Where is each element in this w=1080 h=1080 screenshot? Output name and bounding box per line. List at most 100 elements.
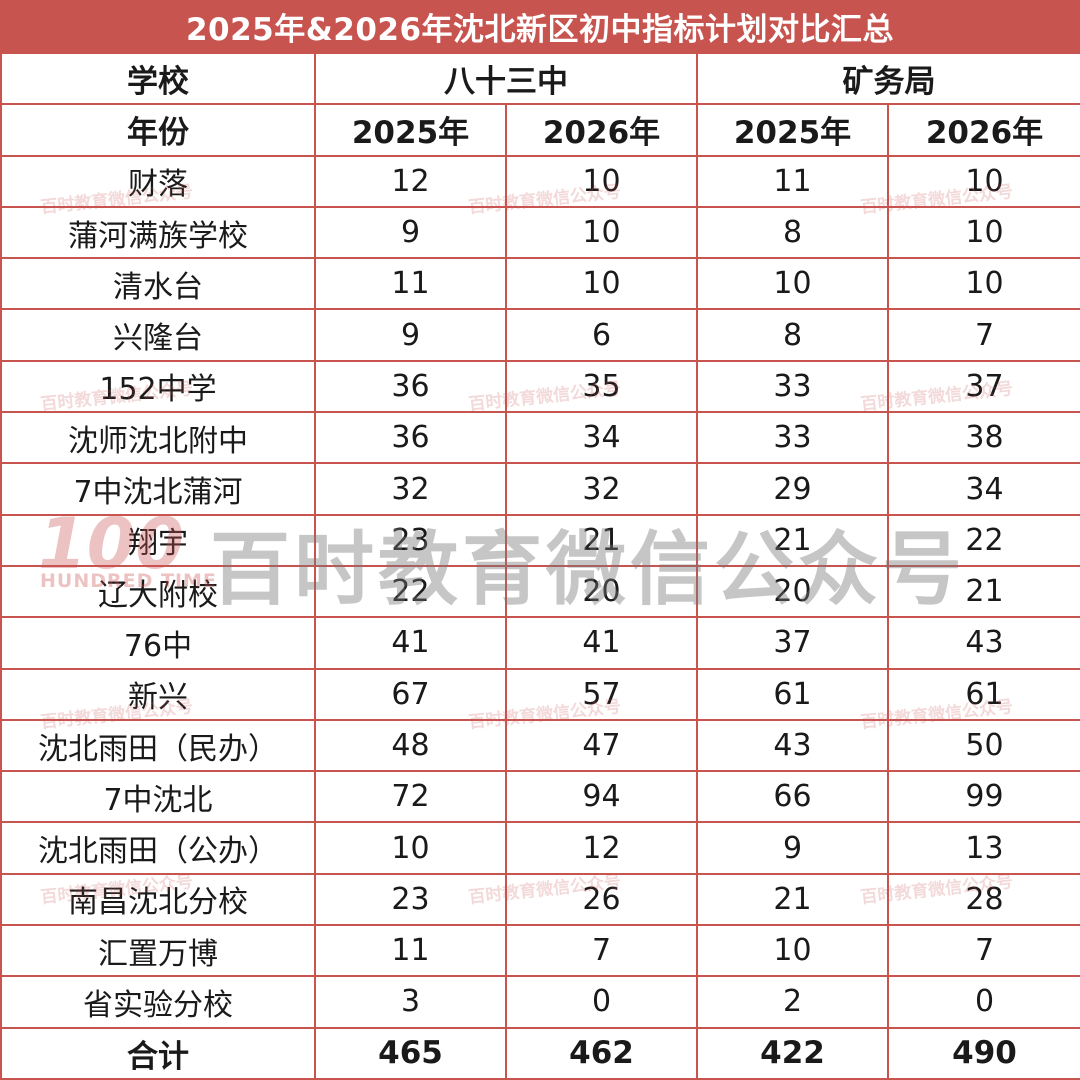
year-header: 2026年 xyxy=(505,103,698,157)
total-label: 合计 xyxy=(0,1026,316,1080)
total-cell: 422 xyxy=(696,1026,889,1080)
quota-cell: 41 xyxy=(505,616,698,670)
quota-cell: 32 xyxy=(314,462,507,516)
quota-cell: 48 xyxy=(314,718,507,773)
quota-cell: 43 xyxy=(696,718,889,773)
quota-cell: 23 xyxy=(314,513,507,567)
quota-cell: 35 xyxy=(505,359,698,414)
header-row-groups: 学校 八十三中 矿务局 xyxy=(0,51,1080,106)
school-name-cell: 7中沈北 xyxy=(0,770,316,824)
school-name-cell: 蒲河满族学校 xyxy=(0,205,316,260)
table-row: 省实验分校 3 0 2 0 xyxy=(0,975,1080,1029)
quota-cell: 26 xyxy=(505,872,698,927)
quota-cell: 50 xyxy=(887,718,1080,773)
group-header-kuangwuju: 矿务局 xyxy=(696,51,1080,106)
quota-cell: 36 xyxy=(314,359,507,414)
quota-cell: 7 xyxy=(887,924,1080,978)
quota-cell: 10 xyxy=(696,257,889,311)
quota-cell: 20 xyxy=(696,564,889,619)
quota-cell: 22 xyxy=(314,564,507,619)
school-name-cell: 省实验分校 xyxy=(0,975,316,1029)
quota-cell: 10 xyxy=(314,821,507,875)
quota-cell: 11 xyxy=(314,257,507,311)
quota-cell: 10 xyxy=(505,205,698,260)
quota-cell: 72 xyxy=(314,770,507,824)
quota-cell: 37 xyxy=(696,616,889,670)
quota-cell: 3 xyxy=(314,975,507,1029)
table-row: 蒲河满族学校 9 10 8 10 xyxy=(0,205,1080,260)
quota-cell: 37 xyxy=(887,359,1080,414)
total-cell: 462 xyxy=(505,1026,698,1080)
quota-cell: 67 xyxy=(314,667,507,721)
school-name-cell: 清水台 xyxy=(0,257,316,311)
total-cell: 465 xyxy=(314,1026,507,1080)
school-name-cell: 翔宇 xyxy=(0,513,316,567)
quota-cell: 11 xyxy=(314,924,507,978)
header-row-years: 年份 2025年 2026年 2025年 2026年 xyxy=(0,103,1080,157)
school-name-cell: 沈北雨田（公办） xyxy=(0,821,316,875)
quota-cell: 21 xyxy=(696,872,889,927)
quota-cell: 41 xyxy=(314,616,507,670)
total-cell: 490 xyxy=(887,1026,1080,1080)
quota-cell: 43 xyxy=(887,616,1080,670)
quota-cell: 11 xyxy=(696,154,889,208)
total-row: 合计 465 462 422 490 xyxy=(0,1026,1080,1080)
quota-cell: 10 xyxy=(887,257,1080,311)
table-row: 7中沈北蒲河 32 32 29 34 xyxy=(0,462,1080,516)
quota-cell: 38 xyxy=(887,411,1080,465)
table-row: 南昌沈北分校 23 26 21 28 xyxy=(0,872,1080,927)
year-header: 2026年 xyxy=(887,103,1080,157)
table-row: 76中 41 41 37 43 xyxy=(0,616,1080,670)
quota-cell: 10 xyxy=(505,154,698,208)
table-row: 翔宇 23 21 21 22 xyxy=(0,513,1080,567)
year-header: 2025年 xyxy=(314,103,507,157)
quota-cell: 20 xyxy=(505,564,698,619)
quota-cell: 36 xyxy=(314,411,507,465)
quota-cell: 61 xyxy=(887,667,1080,721)
quota-cell: 10 xyxy=(505,257,698,311)
school-name-cell: 76中 xyxy=(0,616,316,670)
indicator-table: 学校 八十三中 矿务局 年份 2025年 2026年 2025年 2026年 财… xyxy=(0,51,1080,1080)
quota-cell: 8 xyxy=(696,308,889,362)
quota-cell: 21 xyxy=(505,513,698,567)
quota-cell: 21 xyxy=(887,564,1080,619)
table-row: 沈北雨田（民办） 48 47 43 50 xyxy=(0,718,1080,773)
quota-cell: 13 xyxy=(887,821,1080,875)
school-name-cell: 辽大附校 xyxy=(0,564,316,619)
school-name-cell: 7中沈北蒲河 xyxy=(0,462,316,516)
quota-cell: 6 xyxy=(505,308,698,362)
quota-cell: 32 xyxy=(505,462,698,516)
quota-cell: 10 xyxy=(887,205,1080,260)
quota-cell: 22 xyxy=(887,513,1080,567)
table-row: 清水台 11 10 10 10 xyxy=(0,257,1080,311)
table-row: 财落 12 10 11 10 xyxy=(0,154,1080,208)
school-name-cell: 汇置万博 xyxy=(0,924,316,978)
table-row: 新兴 67 57 61 61 xyxy=(0,667,1080,721)
quota-cell: 57 xyxy=(505,667,698,721)
school-name-cell: 152中学 xyxy=(0,359,316,414)
quota-cell: 9 xyxy=(314,308,507,362)
quota-cell: 21 xyxy=(696,513,889,567)
table-row: 沈师沈北附中 36 34 33 38 xyxy=(0,411,1080,465)
school-name-cell: 沈北雨田（民办） xyxy=(0,718,316,773)
table-row: 兴隆台 9 6 8 7 xyxy=(0,308,1080,362)
quota-cell: 12 xyxy=(505,821,698,875)
quota-cell: 61 xyxy=(696,667,889,721)
quota-cell: 33 xyxy=(696,359,889,414)
table-row: 152中学 36 35 33 37 xyxy=(0,359,1080,414)
quota-cell: 0 xyxy=(505,975,698,1029)
quota-cell: 66 xyxy=(696,770,889,824)
quota-cell: 99 xyxy=(887,770,1080,824)
school-name-cell: 沈师沈北附中 xyxy=(0,411,316,465)
year-column-header: 年份 xyxy=(0,103,316,157)
table-row: 7中沈北 72 94 66 99 xyxy=(0,770,1080,824)
quota-cell: 33 xyxy=(696,411,889,465)
quota-cell: 8 xyxy=(696,205,889,260)
school-name-cell: 新兴 xyxy=(0,667,316,721)
quota-cell: 94 xyxy=(505,770,698,824)
quota-cell: 12 xyxy=(314,154,507,208)
table-row: 汇置万博 11 7 10 7 xyxy=(0,924,1080,978)
quota-cell: 29 xyxy=(696,462,889,516)
quota-cell: 34 xyxy=(887,462,1080,516)
quota-cell: 0 xyxy=(887,975,1080,1029)
